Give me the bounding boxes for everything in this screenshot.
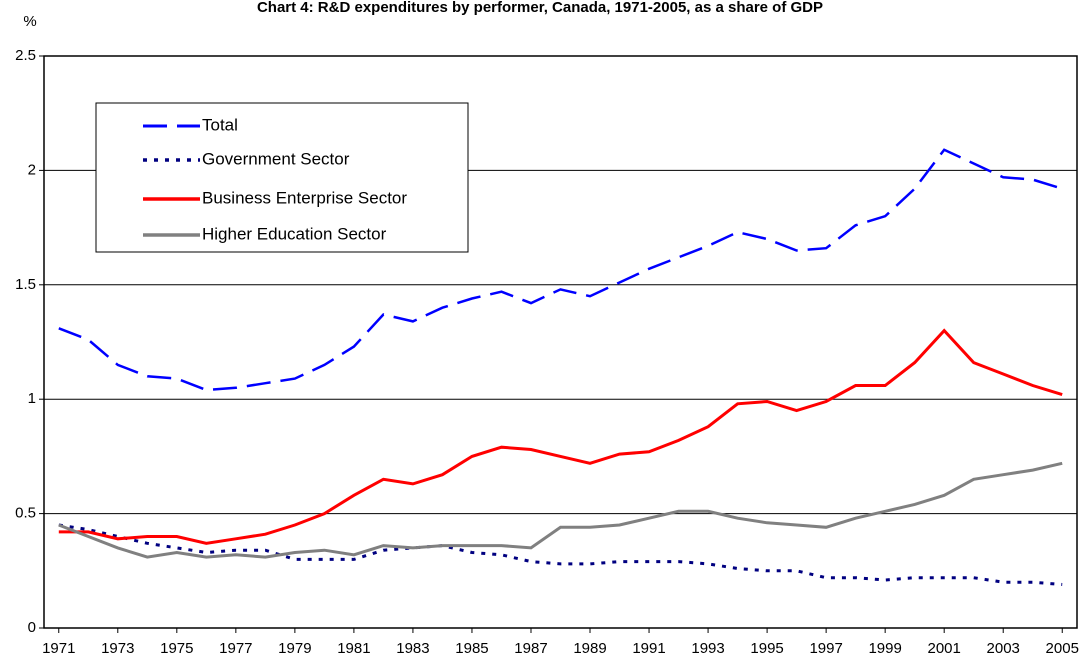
x-tick-label: 1999 — [868, 640, 901, 657]
x-tick-label: 1981 — [337, 640, 370, 657]
y-tick-label: 0 — [28, 619, 36, 636]
x-tick-label: 1975 — [160, 640, 193, 657]
x-tick-label: 1973 — [101, 640, 134, 657]
x-tick-label: 1985 — [455, 640, 488, 657]
x-tick-label: 1995 — [750, 640, 783, 657]
series-line — [58, 461, 1063, 559]
series-line — [58, 148, 1063, 392]
series-line — [58, 328, 1063, 545]
legend-label: Business Enterprise Sector — [202, 188, 407, 207]
legend-label: Higher Education Sector — [202, 224, 387, 243]
x-tick-label: 1977 — [219, 640, 252, 657]
x-tick-label: 1989 — [573, 640, 606, 657]
x-tick-label: 1983 — [396, 640, 429, 657]
x-tick-label: 2003 — [987, 640, 1020, 657]
x-tick-label: 1993 — [691, 640, 724, 657]
chart-title: Chart 4: R&D expenditures by performer, … — [257, 0, 823, 16]
y-tick-label: 1 — [28, 390, 36, 407]
x-tick-label: 1997 — [809, 640, 842, 657]
x-tick-label: 2005 — [1046, 640, 1079, 657]
x-tick-label: 1971 — [42, 640, 75, 657]
y-tick-label: 2.5 — [15, 47, 36, 64]
y-tick-label: 0.5 — [15, 505, 36, 522]
y-tick-label: 1.5 — [15, 276, 36, 293]
x-tick-label: 2001 — [927, 640, 960, 657]
y-axis-label: % — [23, 13, 36, 30]
legend-box — [95, 102, 469, 253]
legend-label: Total — [202, 115, 238, 134]
legend-label: Government Sector — [202, 149, 350, 168]
series-line — [58, 523, 1063, 586]
x-tick-label: 1979 — [278, 640, 311, 657]
y-tick-label: 2 — [28, 161, 36, 178]
plot-frame — [43, 55, 1078, 629]
x-tick-label: 1991 — [632, 640, 665, 657]
x-tick-label: 1987 — [514, 640, 547, 657]
